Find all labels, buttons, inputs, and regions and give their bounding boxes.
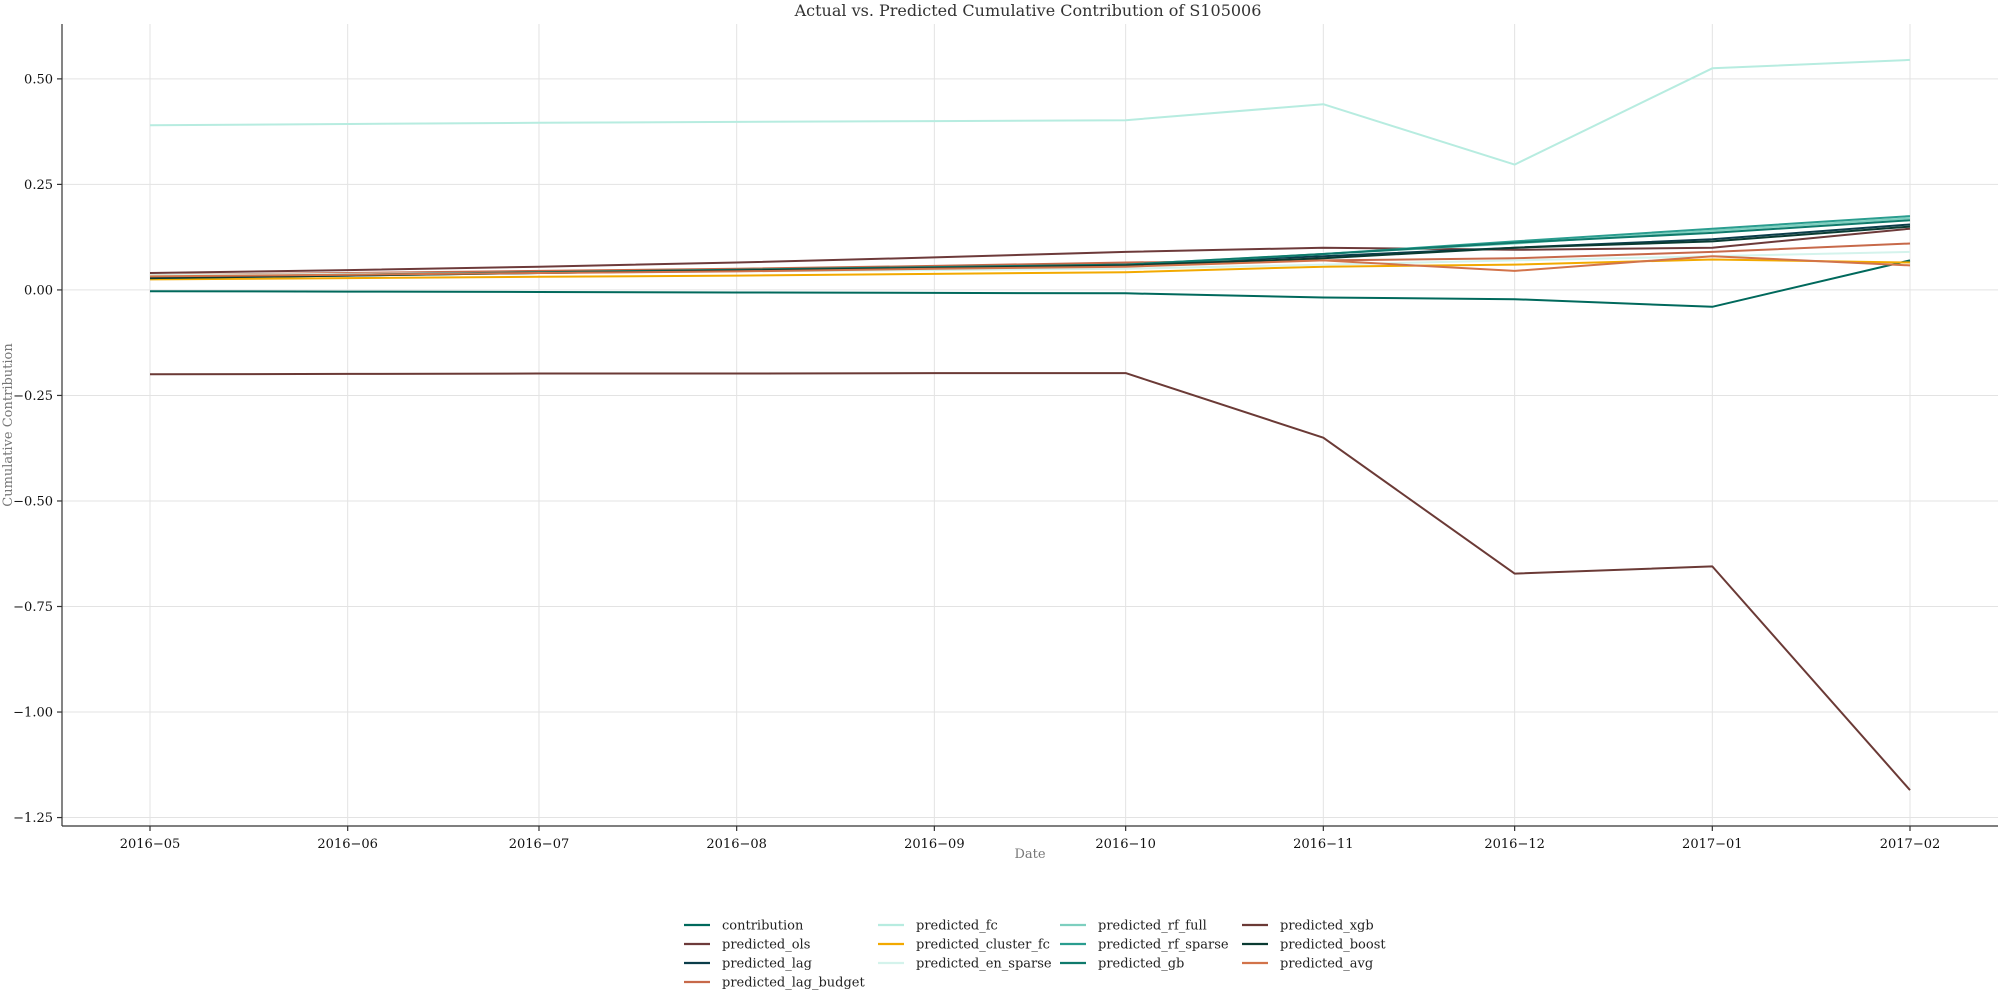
legend-label-predicted_lag: predicted_lag	[722, 957, 812, 972]
series-line-predicted_fc	[149, 58, 1911, 166]
legend-label-predicted_rf_full: predicted_rf_full	[1098, 919, 1207, 934]
x-tick-labels: 2016−05 2016−06 2016−07 2016−08 2016−09 2016−…	[120, 826, 1941, 852]
legend-label-predicted_xgb: predicted_xgb	[1280, 919, 1374, 934]
y-axis-title: Cumulative Contribution	[1, 343, 16, 507]
y-tick-label: −0.25	[13, 389, 53, 404]
legend-label-predicted_cluster_fc: predicted_cluster_fc	[916, 938, 1050, 953]
x-tick-label: 2016−11	[1293, 837, 1354, 852]
x-tick-label: 2016−10	[1095, 837, 1156, 852]
series-line-contribution	[149, 259, 1911, 308]
series-line-predicted_lag_budget	[149, 242, 1911, 277]
vertical-gridlines	[149, 24, 1911, 826]
x-tick-label: 2016−08	[706, 837, 767, 852]
series-line-predicted_xgb	[149, 372, 1911, 791]
series-lines	[149, 58, 1911, 791]
series-line-predicted_cluster_fc	[149, 258, 1911, 281]
x-tick-label: 2016−09	[904, 837, 965, 852]
horizontal-gridlines	[62, 78, 1998, 819]
legend-label-predicted_avg: predicted_avg	[1280, 957, 1373, 972]
x-tick-label: 2016−05	[120, 837, 181, 852]
legend-label-predicted_fc: predicted_fc	[916, 919, 998, 934]
x-tick-label: 2016−06	[317, 837, 378, 852]
x-tick-label: 2017−02	[1880, 837, 1941, 852]
legend-label-predicted_ols: predicted_ols	[722, 938, 810, 953]
legend-label-predicted_en_sparse: predicted_en_sparse	[916, 957, 1052, 972]
y-tick-label: −1.00	[13, 706, 53, 721]
y-tick-label: 0.50	[24, 72, 53, 87]
x-tick-label: 2016−12	[1484, 837, 1545, 852]
x-axis-title: Date	[1014, 847, 1045, 862]
legend-label-predicted_boost: predicted_boost	[1280, 938, 1386, 953]
y-tick-label: 0.25	[24, 178, 53, 193]
legend-label-predicted_gb: predicted_gb	[1098, 957, 1184, 972]
y-tick-labels: 0.50 0.25 0.00 −0.25 −0.50 −0.75 −1.00 −1.25	[13, 72, 62, 826]
x-tick-label: 2017−01	[1682, 837, 1743, 852]
series-line-predicted_ols	[149, 227, 1911, 274]
legend-label-contribution: contribution	[722, 919, 804, 934]
x-tick-label: 2016−07	[509, 837, 570, 852]
y-tick-label: 0.00	[24, 283, 53, 298]
series-line-predicted_avg	[149, 255, 1911, 278]
legend-label-predicted_lag_budget: predicted_lag_budget	[722, 976, 865, 991]
y-tick-label: −1.25	[13, 811, 53, 826]
chart-title: Actual vs. Predicted Cumulative Contribu…	[794, 1, 1262, 20]
y-tick-label: −0.50	[13, 494, 53, 509]
legend: contributionpredicted_olspredicted_lagpr…	[684, 919, 1386, 991]
legend-label-predicted_rf_sparse: predicted_rf_sparse	[1098, 938, 1229, 953]
y-tick-label: −0.75	[13, 600, 53, 615]
